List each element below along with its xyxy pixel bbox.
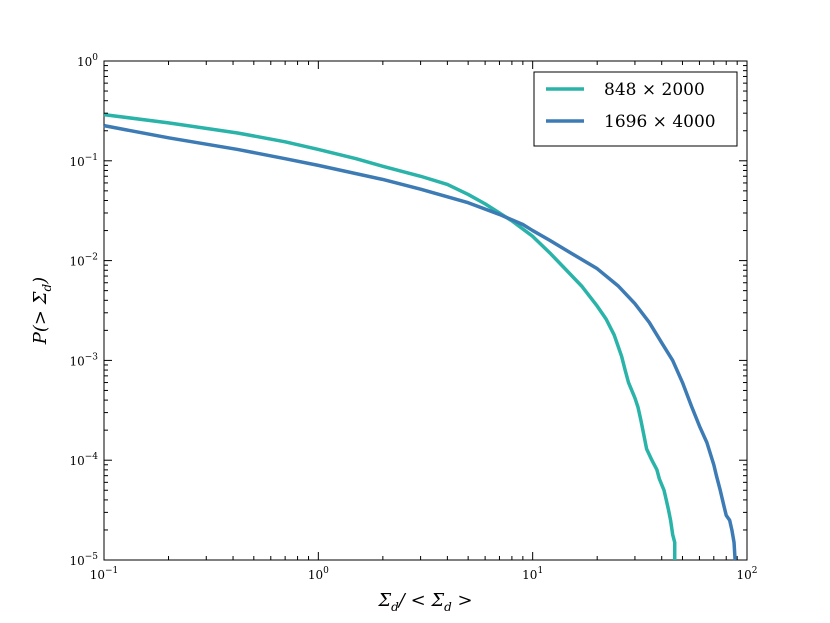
x-tick-label: 10−1 (90, 566, 119, 582)
plot-area (103, 60, 748, 561)
plot-frame (103, 60, 748, 561)
y-tick-label: 10−2 (69, 253, 98, 269)
x-tick-label: 100 (308, 566, 329, 582)
y-tick-label: 10−1 (69, 153, 98, 169)
legend: 848 × 2000 1696 × 4000 (533, 71, 738, 147)
series-layer (103, 112, 737, 561)
series-line-1 (103, 112, 677, 560)
legend-label-1: 848 × 2000 (604, 80, 705, 100)
y-tick-label: 10−4 (69, 452, 98, 468)
x-axis-label: Σd/ < Σd > (377, 590, 472, 614)
x-tick-label: 101 (522, 566, 543, 582)
x-axis-label-text: Σd/ < Σd > (377, 590, 472, 614)
y-tick-label: 10−3 (69, 352, 98, 368)
legend-box (533, 71, 738, 147)
ticks-layer (103, 60, 748, 561)
y-tick-label: 100 (77, 53, 98, 69)
y-axis-label: P(> Σd) (30, 277, 54, 345)
y-tick-label: 10−5 (69, 552, 98, 568)
x-tick-label: 102 (736, 566, 757, 582)
series-line-2 (103, 123, 737, 561)
legend-label-2: 1696 × 4000 (604, 112, 716, 132)
tick-labels: 10−1 100 101 102 10−5 10−4 10−3 10−2 10−1 100 (69, 53, 757, 582)
y-axis-label-text: P(> Σd) (30, 277, 54, 345)
